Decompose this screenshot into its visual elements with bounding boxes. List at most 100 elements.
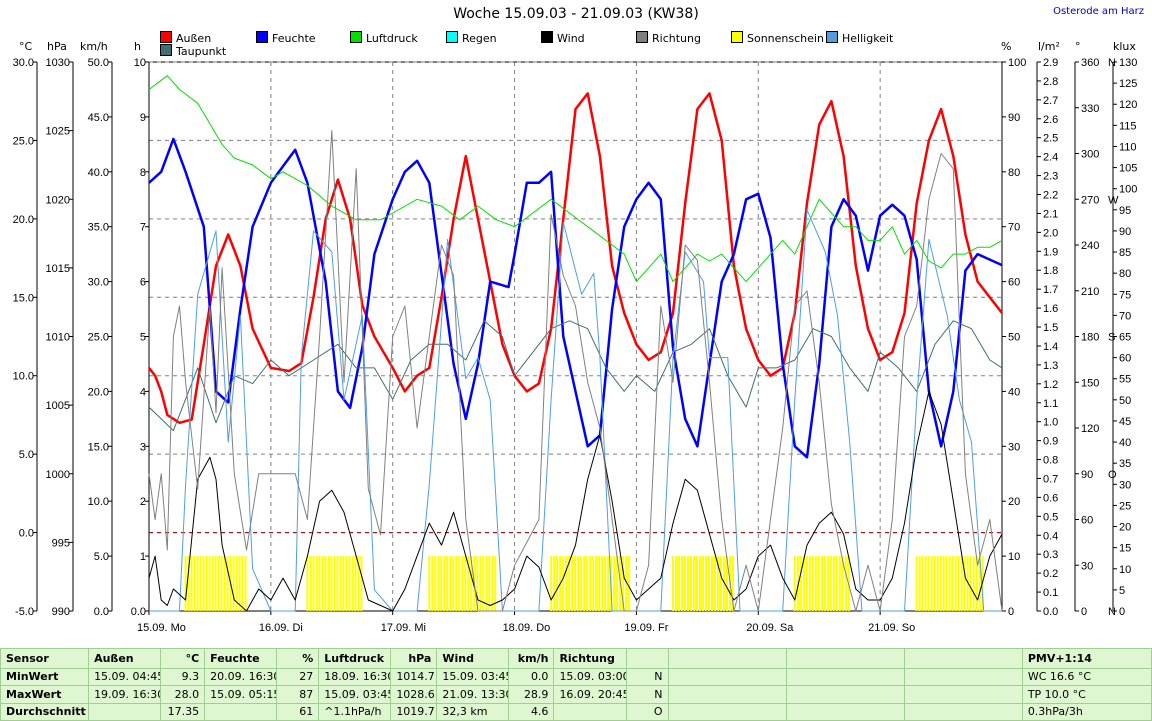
tick-label-rain: 1.1	[1043, 398, 1058, 410]
legend-item-taupunkt: Taupunkt	[160, 44, 226, 58]
tick-label-sun: 9	[140, 112, 146, 124]
stats-empty	[625, 648, 669, 669]
tick-label-temp: 20.0	[13, 214, 34, 226]
unit-sun: h	[134, 40, 141, 53]
legend-label: Außen	[176, 32, 212, 45]
tick-label-rain: 0.6	[1043, 492, 1058, 504]
legend-item-feuchte: Feuchte	[256, 31, 316, 45]
tick-label-rain: 2.1	[1043, 208, 1058, 220]
chart-title: Woche 15.09.03 - 21.09.03 (KW38)	[453, 6, 699, 22]
stats-value: 27	[276, 667, 320, 687]
stats-pmv-trend: 0.3hPa/3h	[1021, 702, 1152, 721]
stats-time: 16.09. 20:45	[553, 685, 627, 704]
tick-label-sun: 1	[140, 551, 146, 563]
tick-label-light: 125	[1119, 78, 1137, 90]
tick-label-wind: 35.0	[88, 222, 109, 234]
tick-label-light: 85	[1119, 247, 1131, 259]
tick-label-pressure: 1025	[46, 126, 70, 138]
tick-label-wind: 50.0	[88, 57, 109, 69]
legend-label: Taupunkt	[176, 45, 227, 58]
tick-label-rain: 1.5	[1043, 322, 1058, 334]
stats-row-label: MinWert	[0, 667, 90, 687]
tick-label-humidity: 100	[1008, 57, 1026, 69]
tick-label-wind: 5.0	[94, 551, 109, 563]
stats-time: 15.09. 03:45	[318, 685, 392, 704]
tick-label-humidity: 10	[1008, 551, 1020, 563]
series-luftdruck	[148, 75, 1003, 283]
stats-time: 15.09. 03:00	[553, 667, 627, 687]
tick-label-pressure: 990	[52, 606, 70, 618]
legend-swatch	[256, 31, 268, 43]
stats-time: 21.09. 13:30	[436, 685, 510, 704]
stats-time	[204, 702, 278, 721]
stats-feuchte-unit: %	[276, 648, 320, 669]
tick-label-direction: 0	[1081, 606, 1087, 618]
tick-label-humidity: 30	[1008, 441, 1020, 453]
tick-label-rain: 1.9	[1043, 246, 1058, 258]
series-taupunkt	[148, 320, 1003, 432]
tick-label-direction: 300	[1081, 149, 1099, 161]
stats-empty	[785, 702, 905, 721]
series-wind	[148, 390, 1003, 612]
stats-empty	[667, 685, 787, 704]
tick-label-humidity: 20	[1008, 496, 1020, 508]
legend-label: Wind	[557, 32, 585, 45]
legend-swatch	[160, 44, 172, 56]
tick-label-light: 30	[1119, 479, 1131, 491]
compass-label: N	[1108, 57, 1116, 69]
tick-label-rain: 2.3	[1043, 171, 1058, 183]
tick-label-humidity: 80	[1008, 167, 1020, 179]
stats-time: ^1.1hPa/h	[318, 702, 392, 721]
tick-label-temp: 15.0	[13, 292, 34, 304]
tick-label-direction: 210	[1081, 286, 1099, 298]
stats-time: 20.09. 16:30	[204, 667, 278, 687]
tick-label-rain: 1.7	[1043, 284, 1058, 296]
tick-label-wind: 0.0	[94, 606, 109, 618]
stats-richtung-title: Richtung	[553, 648, 627, 669]
tick-label-rain: 2.6	[1043, 114, 1058, 126]
tick-label-wind: 15.0	[88, 441, 109, 453]
tick-label-rain: 2.9	[1043, 57, 1058, 69]
stats-value: 1028.6	[390, 685, 438, 704]
x-tick-label: 19.09. Fr	[624, 622, 668, 634]
stats-value: 17.35	[160, 702, 206, 721]
tick-label-direction: 30	[1081, 560, 1093, 572]
tick-label-light: 75	[1119, 289, 1131, 301]
series-außen	[148, 92, 1003, 425]
tick-label-sun: 3	[140, 441, 146, 453]
tick-label-direction: 150	[1081, 377, 1099, 389]
tick-label-rain: 0.0	[1043, 606, 1058, 618]
legend-label: Feuchte	[272, 32, 316, 45]
unit-temp: °C	[19, 40, 33, 53]
stats-value: 1014.7	[390, 667, 438, 687]
stats-time: 18.09. 16:30	[318, 667, 392, 687]
tick-label-light: 100	[1119, 184, 1137, 196]
tick-label-rain: 1.8	[1043, 265, 1058, 277]
tick-label-direction: 180	[1081, 332, 1099, 344]
tick-label-light: 70	[1119, 310, 1131, 322]
tick-label-pressure: 1030	[46, 57, 70, 69]
tick-label-direction: 60	[1081, 515, 1093, 527]
stats-header-row: Sensor Außen °C Feuchte % Luftdruck hPa …	[0, 648, 1152, 669]
weather-chart: -5.00.05.010.015.020.025.030.09909951000…	[13, 57, 1138, 634]
tick-label-light: 60	[1119, 353, 1131, 365]
tick-label-light: 35	[1119, 458, 1131, 470]
stats-value: 4.6	[508, 702, 555, 721]
stats-value: N	[625, 685, 669, 704]
legend-item-helligkeit: Helligkeit	[826, 31, 893, 45]
tick-label-pressure: 1020	[46, 194, 70, 206]
tick-label-sun: 4	[140, 386, 146, 398]
tick-label-light: 40	[1119, 437, 1131, 449]
stats-empty	[785, 685, 905, 704]
stats-wind-unit: km/h	[508, 648, 555, 669]
tick-label-light: 120	[1119, 99, 1137, 111]
compass-label: S	[1108, 332, 1115, 344]
x-tick-label: 15.09. Mo	[137, 622, 186, 634]
stats-luftdruck-unit: hPa	[390, 648, 438, 669]
tick-label-light: 10	[1119, 564, 1131, 576]
stats-empty	[667, 648, 787, 669]
stats-empty	[667, 667, 787, 687]
stats-time: 19.09. 16:30	[88, 685, 162, 704]
unit-pressure: hPa	[47, 40, 67, 53]
stats-min-row: MinWert 15.09. 04:45 9.3 20.09. 16:30 27…	[0, 667, 1152, 687]
